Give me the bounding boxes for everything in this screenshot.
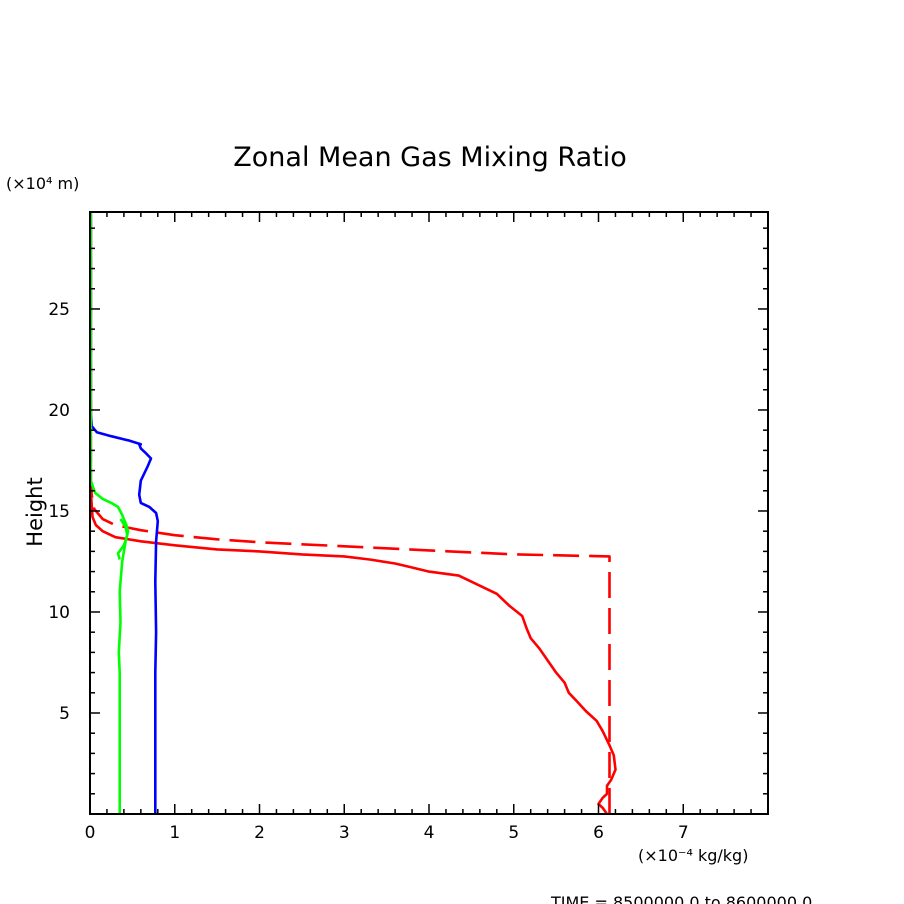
footer-time-text: TIME = 8500000.0 to 8600000.0: [550, 893, 812, 904]
series-line-4: [116, 518, 129, 560]
y-tick-label: 20: [48, 401, 70, 421]
series-line-0: [89, 212, 617, 815]
y-tick-label: 10: [48, 603, 70, 623]
y-axis-unit: (×10⁴ m): [6, 174, 79, 193]
x-tick-label: 6: [593, 823, 604, 843]
series-layer: [89, 212, 617, 815]
x-tick-label: 5: [508, 823, 519, 843]
series-line-3: [89, 212, 130, 814]
x-tick-label: 0: [85, 823, 96, 843]
chart-title: Zonal Mean Gas Mixing Ratio: [233, 142, 626, 173]
x-tick-label: 3: [339, 823, 350, 843]
y-tick-label: 15: [48, 502, 70, 522]
series-line-1: [89, 212, 611, 814]
x-tick-label: 1: [169, 823, 180, 843]
series-line-2: [89, 212, 160, 814]
y-axis-label: Height: [23, 477, 47, 546]
x-axis-unit: (×10⁻⁴ kg/kg): [638, 846, 748, 865]
x-tick-label: 4: [424, 823, 435, 843]
plot-frame: [89, 211, 769, 815]
y-tick-label: 5: [59, 704, 70, 724]
x-tick-label: 2: [254, 823, 265, 843]
x-tick-label: 7: [678, 823, 689, 843]
y-tick-label: 25: [48, 300, 70, 320]
